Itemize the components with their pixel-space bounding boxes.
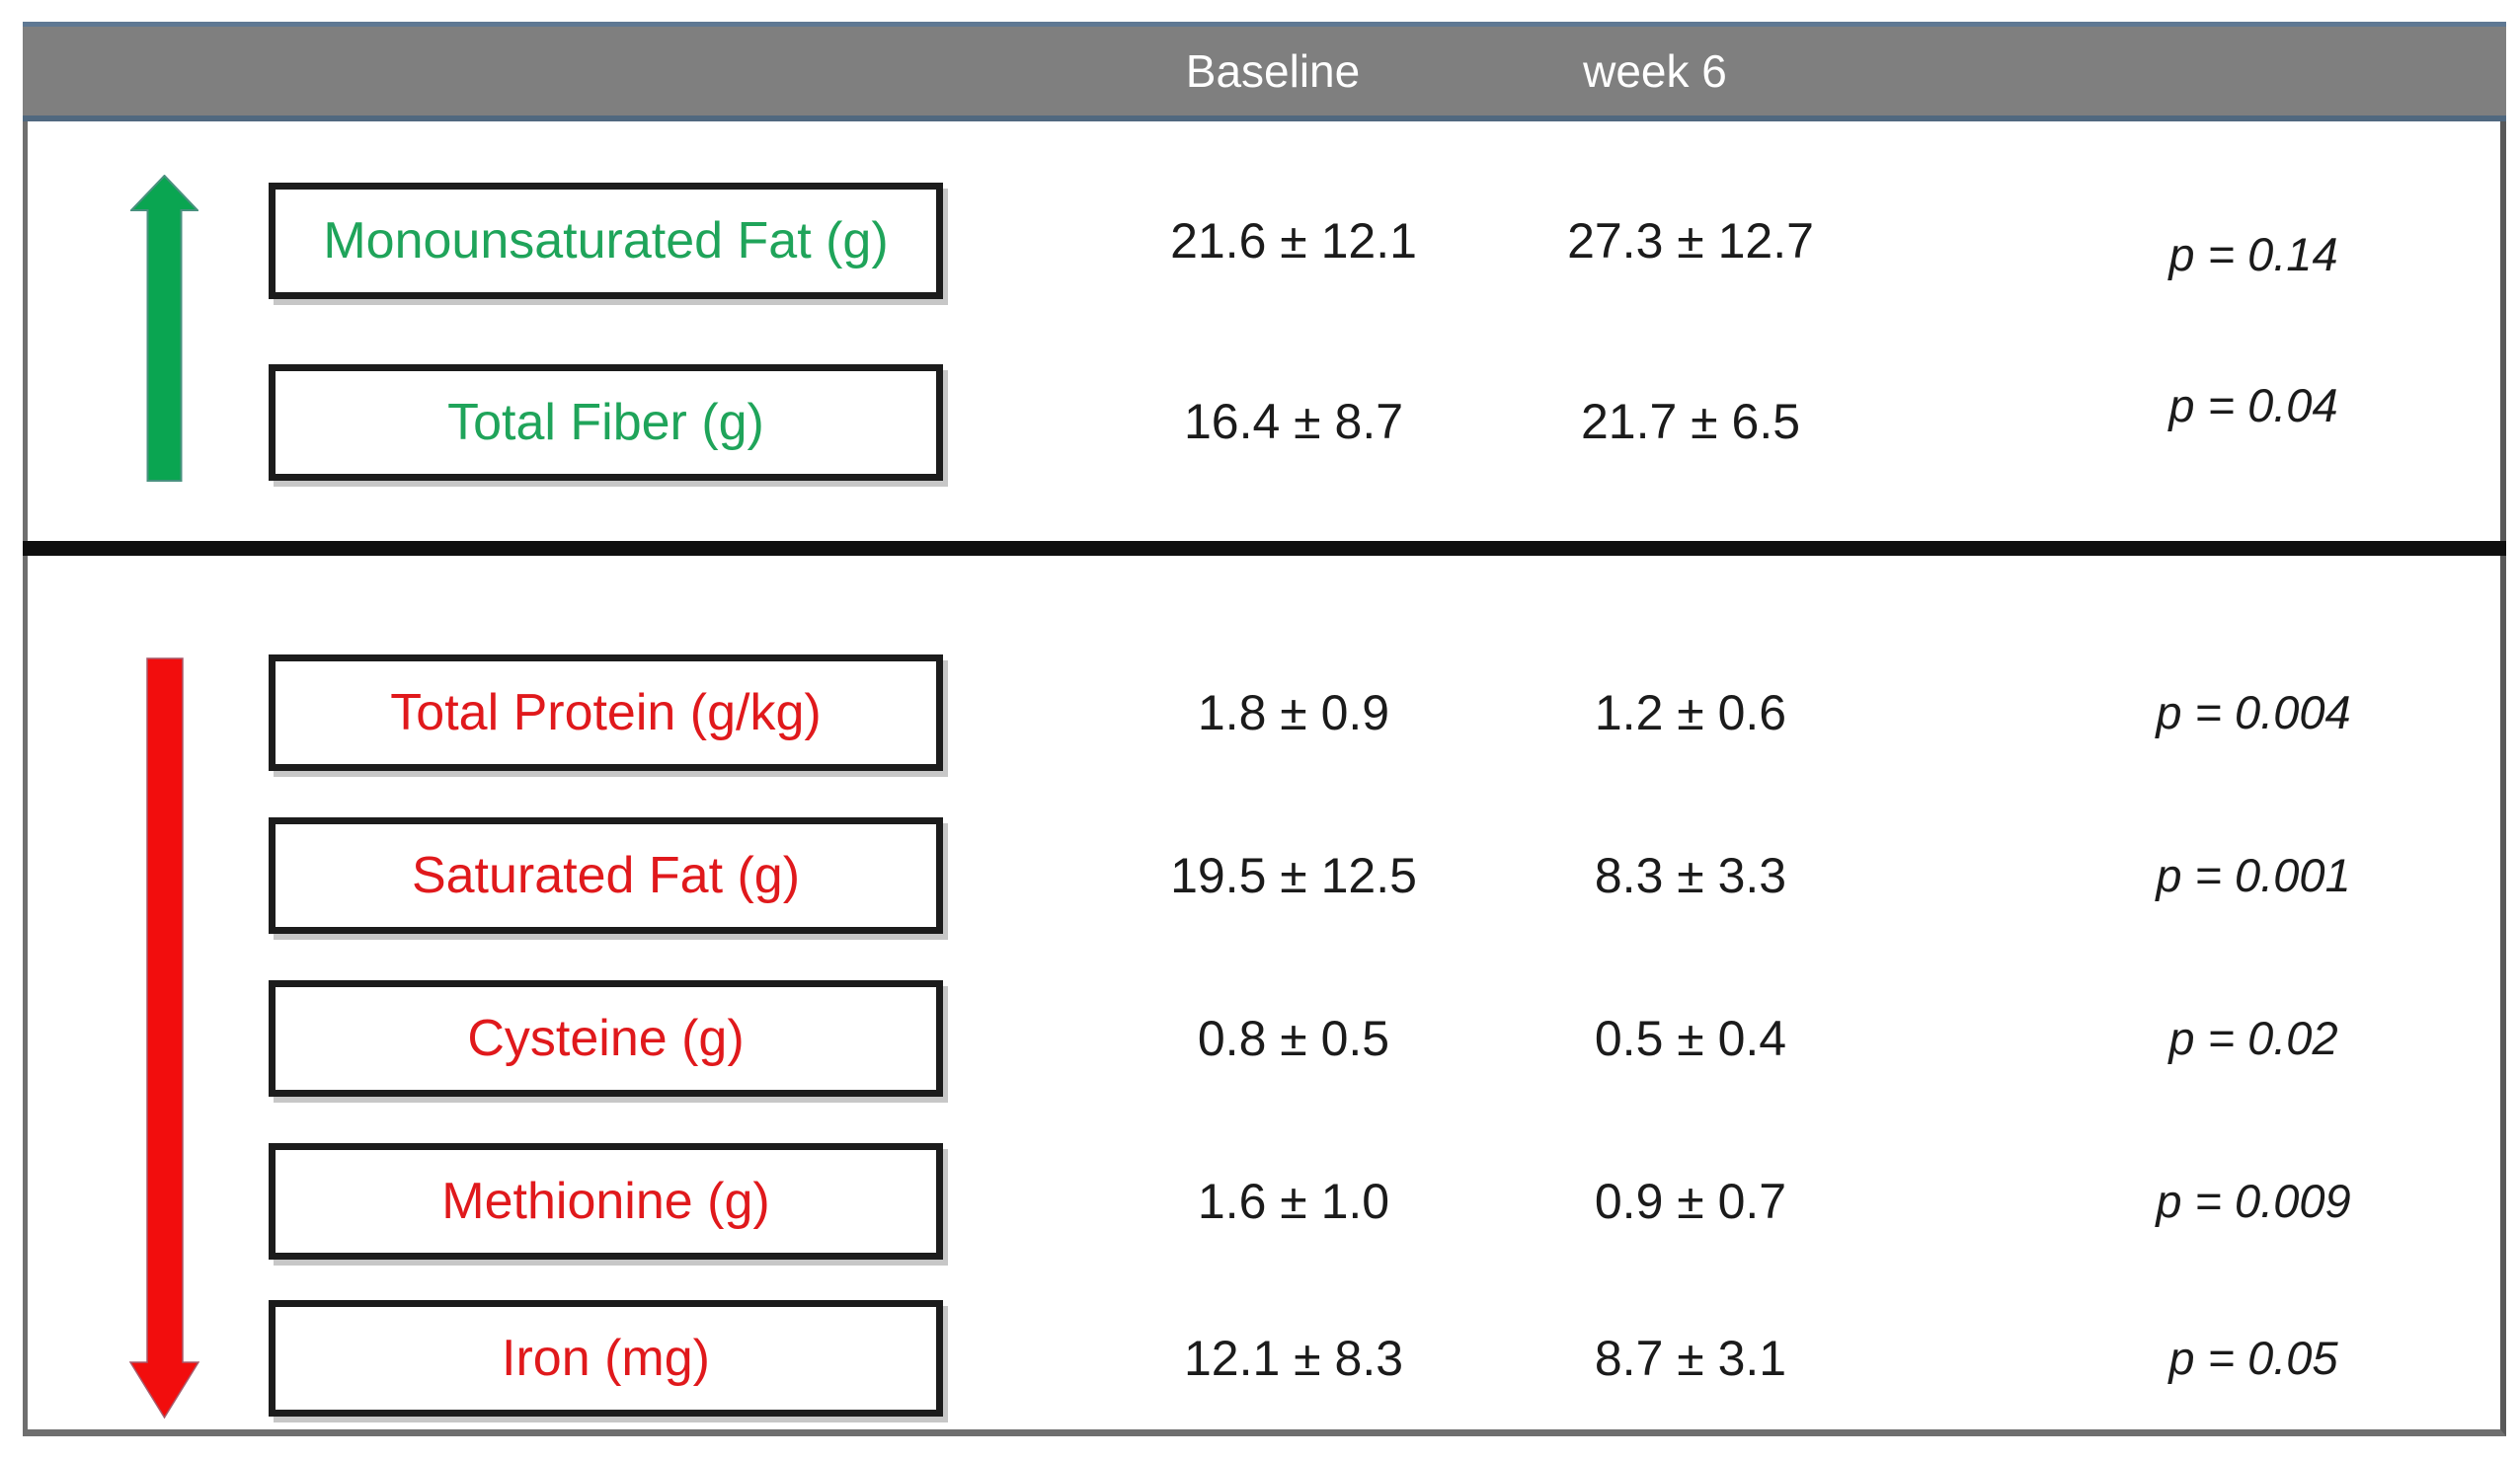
nutrient-label-box: Total Fiber (g) — [269, 364, 943, 481]
week6-value: 27.3 ± 12.7 — [1567, 213, 1814, 269]
week6-value: 21.7 ± 6.5 — [1580, 394, 1801, 449]
table-header — [23, 22, 2506, 121]
nutrient-label: Monounsaturated Fat (g) — [323, 212, 889, 269]
week6-value: 1.2 ± 0.6 — [1594, 685, 1787, 740]
column-header-week6: week 6 — [1583, 45, 1727, 97]
nutrient-label: Methionine (g) — [441, 1173, 770, 1230]
nutrient-label-box: Methionine (g) — [269, 1143, 943, 1260]
section-divider — [23, 541, 2506, 556]
week6-value: 8.3 ± 3.3 — [1594, 848, 1787, 903]
nutrient-label: Total Fiber (g) — [447, 394, 764, 451]
p-value: p = 0.14 — [2168, 228, 2338, 280]
p-value: p = 0.05 — [2168, 1332, 2338, 1384]
baseline-value: 19.5 ± 12.5 — [1170, 848, 1417, 903]
nutrient-label-box: Monounsaturated Fat (g) — [269, 183, 943, 299]
column-header-baseline: Baseline — [1185, 45, 1361, 97]
nutrient-label-box: Cysteine (g) — [269, 980, 943, 1097]
p-value: p = 0.004 — [2156, 686, 2351, 738]
week6-value: 0.5 ± 0.4 — [1594, 1011, 1787, 1066]
nutrient-label: Saturated Fat (g) — [411, 847, 801, 904]
nutrient-label: Iron (mg) — [502, 1330, 710, 1387]
p-value: p = 0.04 — [2168, 379, 2338, 431]
baseline-value: 1.8 ± 0.9 — [1197, 685, 1390, 740]
nutrient-label-box: Saturated Fat (g) — [269, 817, 943, 934]
baseline-value: 16.4 ± 8.7 — [1183, 394, 1404, 449]
baseline-value: 1.6 ± 1.0 — [1197, 1174, 1390, 1229]
baseline-value: 21.6 ± 12.1 — [1170, 213, 1417, 269]
p-value: p = 0.001 — [2156, 849, 2351, 901]
nutrient-label: Cysteine (g) — [467, 1010, 745, 1067]
p-value: p = 0.009 — [2156, 1175, 2351, 1227]
baseline-value: 0.8 ± 0.5 — [1197, 1011, 1390, 1066]
nutrient-label-box: Iron (mg) — [269, 1300, 943, 1417]
p-value: p = 0.02 — [2168, 1012, 2338, 1064]
week6-value: 8.7 ± 3.1 — [1594, 1331, 1787, 1386]
table-frame — [23, 22, 2506, 1436]
week6-value: 0.9 ± 0.7 — [1594, 1174, 1787, 1229]
decrease-arrow-icon — [129, 657, 199, 1420]
increase-arrow-icon — [130, 175, 198, 482]
nutrient-label-box: Total Protein (g/kg) — [269, 654, 943, 771]
baseline-value: 12.1 ± 8.3 — [1183, 1331, 1404, 1386]
nutrient-label: Total Protein (g/kg) — [390, 684, 822, 741]
